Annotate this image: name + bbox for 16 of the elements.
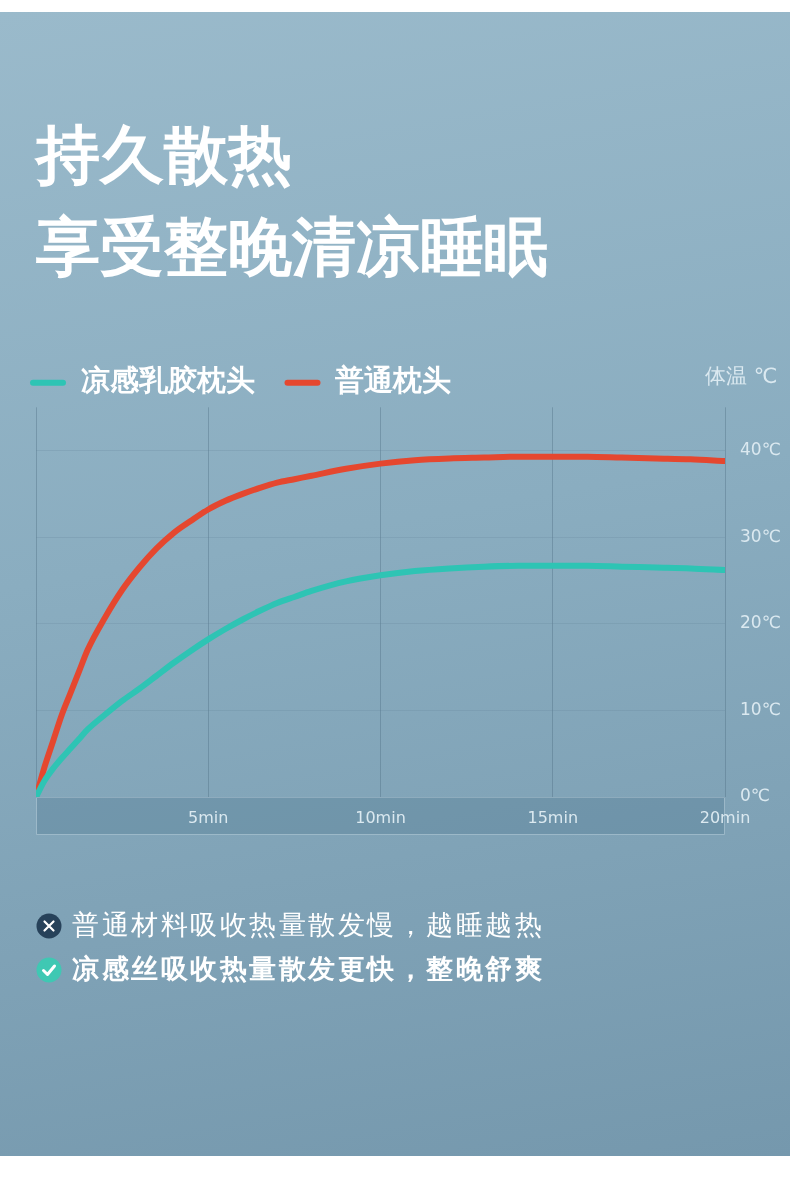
x-tick-label: 15min — [527, 807, 579, 827]
text: 普通材料吸收热量散发慢，越睡越热 — [72, 908, 544, 942]
x-tick-label: 5min — [188, 807, 229, 827]
y-tick-label: 20℃ — [740, 612, 781, 633]
y-tick-label: 10℃ — [740, 698, 781, 719]
x-tick-label: 20min — [699, 807, 751, 827]
legend-label: 凉感乳胶枕头 — [80, 363, 255, 398]
y-axis-title: 体温 ℃ — [705, 363, 778, 388]
text: 凉感丝吸收热量散发更快，整晚舒爽 — [72, 952, 544, 986]
x-tick-label: 10min — [355, 807, 406, 827]
y-tick-label: 40℃ — [740, 439, 781, 460]
legend-label: 普通枕头 — [334, 363, 451, 398]
chart-title: 持久散热 — [34, 117, 292, 192]
chart-subtitle: 享受整晚清凉睡眠 — [35, 209, 548, 284]
y-tick-label: 30℃ — [740, 525, 781, 546]
y-tick-label: 0℃ — [740, 785, 770, 806]
